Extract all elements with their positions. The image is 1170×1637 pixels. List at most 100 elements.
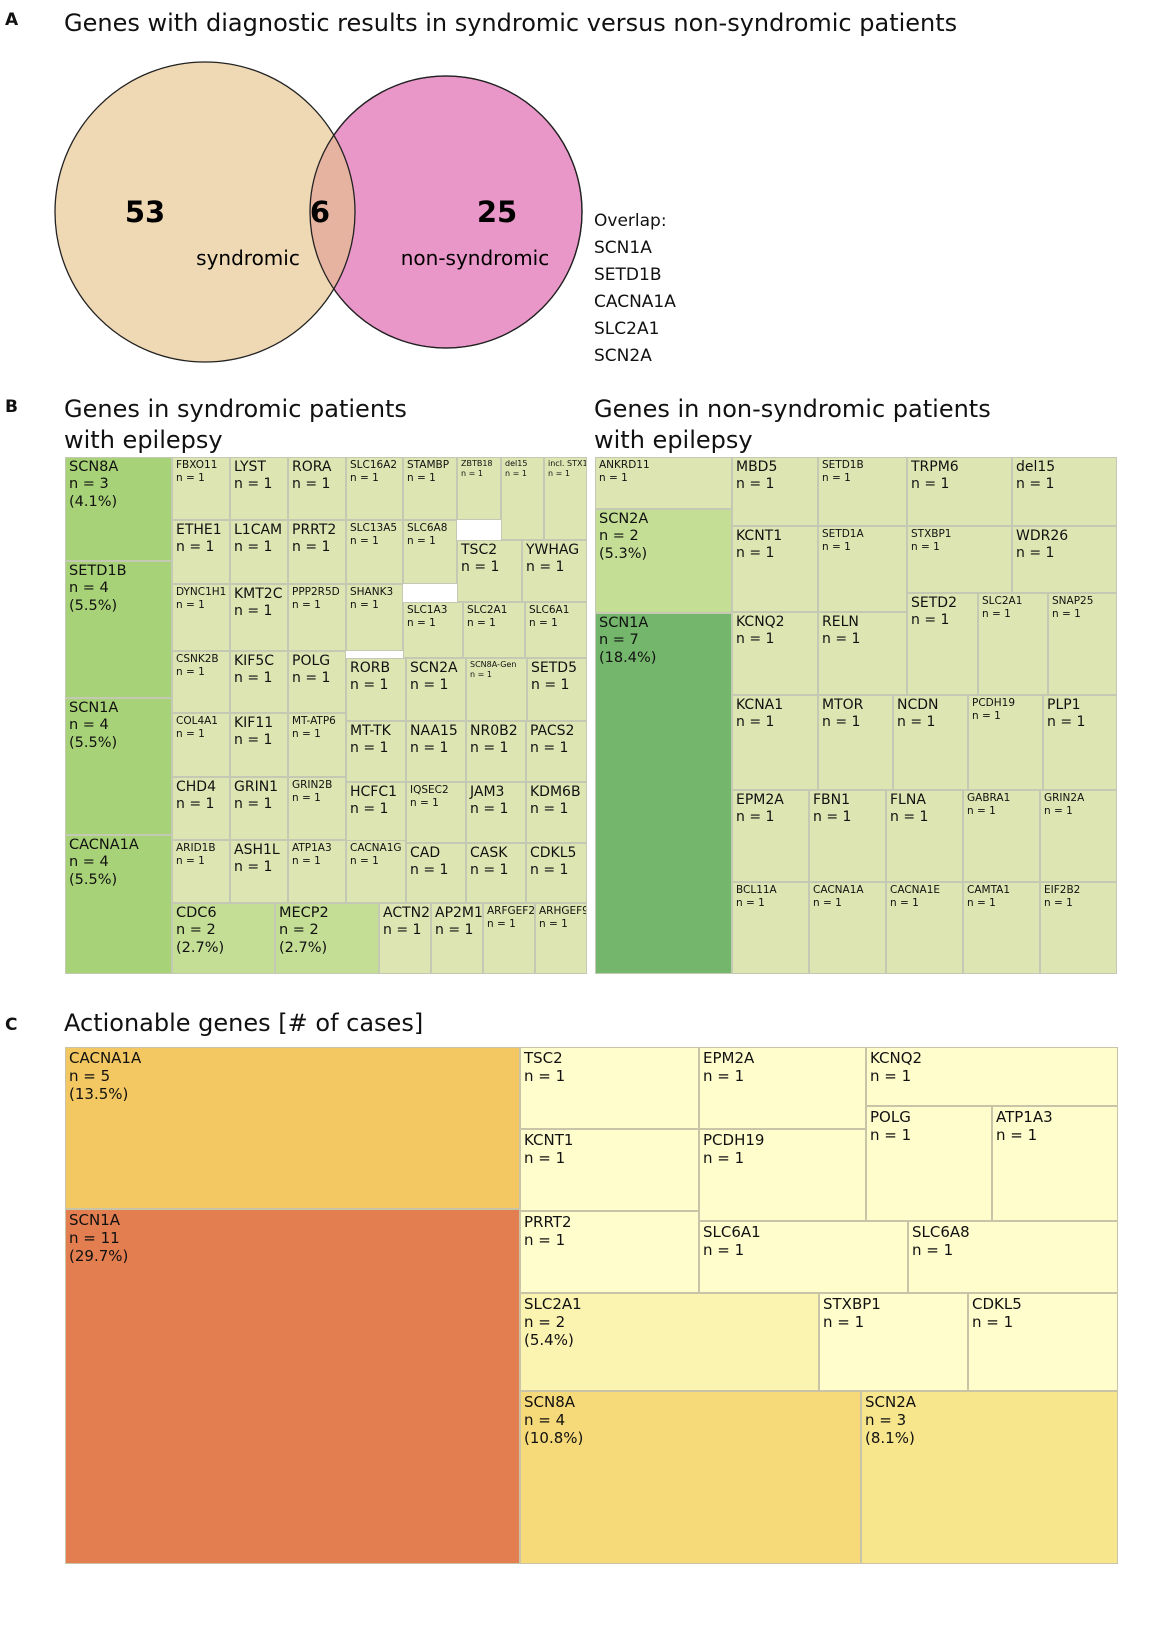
treemap-cell-mtor: MTOR n = 1 — [818, 695, 893, 790]
count-label: n = 1 — [982, 607, 1011, 620]
count-label: n = 4 — [69, 580, 109, 597]
treemap-cell-scn8a-gen: SCN8A-Gen n = 1 — [466, 658, 527, 721]
venn-diagram: 53 6 25 syndromic non-syndromic — [54, 61, 583, 363]
count-label: n = 7 — [599, 632, 639, 649]
count-label: n = 1 — [234, 669, 273, 686]
count-label: n = 1 — [234, 858, 273, 875]
count-label: n = 1 — [176, 538, 215, 555]
count-label: n = 1 — [176, 854, 205, 867]
gene-label: RORA — [292, 459, 332, 475]
treemap-cell-cdkl5: CDKL5 n = 1 — [968, 1293, 1118, 1391]
gene-label: del15 — [505, 459, 528, 468]
gene-label: EPM2A — [736, 792, 784, 808]
treemap-cell-grin1: GRIN1 n = 1 — [230, 777, 288, 840]
gene-label: ETHE1 — [176, 522, 222, 538]
treemap-cell-epm2a: EPM2A n = 1 — [732, 790, 809, 882]
treemap-cell-pcdh19: PCDH19 n = 1 — [699, 1129, 866, 1221]
count-label: n = 1 — [505, 468, 527, 478]
count-label: n = 1 — [524, 1067, 566, 1085]
count-label: n = 1 — [529, 616, 558, 629]
count-label: n = 1 — [461, 558, 500, 575]
count-label: n = 2 — [599, 528, 639, 545]
venn-circle-syndromic-outline — [54, 61, 356, 363]
count-label: n = 2 — [176, 922, 216, 939]
count-label: n = 4 — [69, 854, 109, 871]
treemap-cell-rora: RORA n = 1 — [288, 457, 346, 520]
gene-label: SETD1A — [822, 528, 864, 540]
count-label: n = 1 — [539, 917, 568, 930]
count-label: n = 1 — [911, 475, 950, 492]
count-label: n = 1 — [703, 1241, 745, 1259]
count-label: n = 1 — [234, 538, 273, 555]
treemap-cell-scn1a: SCN1A n = 4 (5.5%) — [65, 698, 172, 835]
treemap-cell-trpm6: TRPM6 n = 1 — [907, 457, 1012, 526]
treemap-cell-rorb: RORB n = 1 — [346, 658, 406, 721]
count-label: n = 1 — [176, 598, 205, 611]
venn-circle-syndromic — [55, 62, 355, 362]
count-label: n = 2 — [279, 922, 319, 939]
gene-label: SNAP25 — [1052, 595, 1094, 607]
count-label: n = 1 — [350, 676, 389, 693]
count-label: n = 1 — [350, 471, 379, 484]
gene-label: SLC6A8 — [407, 522, 448, 534]
gene-label: MT-ATP6 — [292, 715, 336, 727]
count-label: n = 1 — [350, 854, 379, 867]
count-label: n = 1 — [736, 808, 775, 825]
treemap-cell-slc6a1: SLC6A1 n = 1 — [699, 1221, 908, 1293]
treemap-syndromic: SCN8A n = 3 (4.1%) SETD1B n = 4 (5.5%) SCN1A n … — [65, 457, 587, 974]
treemap-cell-ncdn: NCDN n = 1 — [893, 695, 968, 790]
treemap-cell-incl-stx1b: incl. STX1Bn = 1 — [544, 457, 587, 540]
gene-label: FBN1 — [813, 792, 851, 808]
gene-label: CACNA1A — [813, 884, 864, 896]
count-label: n = 1 — [531, 676, 570, 693]
treemap-cell-kcnq2: KCNQ2 n = 1 — [866, 1047, 1118, 1106]
count-label: n = 1 — [703, 1067, 745, 1085]
treemap-cell-kcna1: KCNA1 n = 1 — [732, 695, 818, 790]
gene-label: CSNK2B — [176, 653, 219, 665]
gene-label: WDR26 — [1016, 528, 1069, 544]
percent-label: (10.8%) — [524, 1429, 584, 1447]
treemap-cell-kif5c: KIF5C n = 1 — [230, 651, 288, 713]
panel-a-title: Genes with diagnostic results in syndrom… — [64, 9, 958, 37]
treemap-cell-nr0b2: NR0B2 n = 1 — [466, 721, 526, 782]
count-label: n = 1 — [292, 598, 321, 611]
gene-label: ATP1A3 — [292, 842, 332, 854]
count-label: n = 1 — [996, 1126, 1038, 1144]
treemap-cell-cacna1a: CACNA1A n = 4 (5.5%) — [65, 835, 172, 974]
gene-label: TSC2 — [461, 542, 498, 558]
treemap-cell-setd1b: SETD1B n = 4 (5.5%) — [65, 561, 172, 698]
treemap-cell-polg: POLG n = 1 — [288, 651, 346, 713]
treemap-cell-jam3: JAM3 n = 1 — [466, 782, 526, 843]
count-label: n = 1 — [823, 1313, 865, 1331]
gene-label: SCN8A-Gen — [470, 660, 517, 669]
treemap-cell-scn2a: SCN2A n = 3 (8.1%) — [861, 1391, 1118, 1564]
gene-label: SCN2A — [410, 660, 458, 676]
gene-label: CAD — [410, 845, 441, 861]
gene-label: SHANK3 — [350, 586, 394, 598]
treemap-cell-eif2b2: EIF2B2 n = 1 — [1040, 882, 1117, 974]
treemap-cell-kif11: KIF11 n = 1 — [230, 713, 288, 777]
gene-label: LYST — [234, 459, 266, 475]
gene-label: SLC16A2 — [350, 459, 398, 471]
gene-label: ZBTB18 — [461, 459, 493, 468]
gene-label: KCNQ2 — [736, 614, 785, 630]
gene-label: BCL11A — [736, 884, 777, 896]
count-label: n = 3 — [69, 476, 109, 493]
gene-label: ACTN2 — [383, 905, 431, 921]
count-label: n = 1 — [1047, 713, 1086, 730]
percent-label: (5.4%) — [524, 1331, 574, 1349]
count-label: n = 1 — [530, 739, 569, 756]
gene-label: DYNC1H1 — [176, 586, 227, 598]
gene-label: SLC13A5 — [350, 522, 398, 534]
gene-label: GRIN1 — [234, 779, 279, 795]
treemap-cell-snap25: SNAP25 n = 1 — [1048, 593, 1117, 695]
treemap-cell-hcfc1: HCFC1 n = 1 — [346, 782, 406, 843]
gene-label: incl. STX1B — [548, 459, 586, 468]
count-label: n = 11 — [69, 1229, 120, 1247]
gene-label: NCDN — [897, 697, 939, 713]
overlap-gene: SETD1B — [594, 265, 662, 285]
treemap-cell-cacna1g: CACNA1G n = 1 — [346, 840, 406, 903]
gene-label: PRRT2 — [524, 1213, 572, 1231]
gene-label: PCDH19 — [972, 697, 1016, 709]
treemap-cell-stxbp1: STXBP1 n = 1 — [819, 1293, 968, 1391]
